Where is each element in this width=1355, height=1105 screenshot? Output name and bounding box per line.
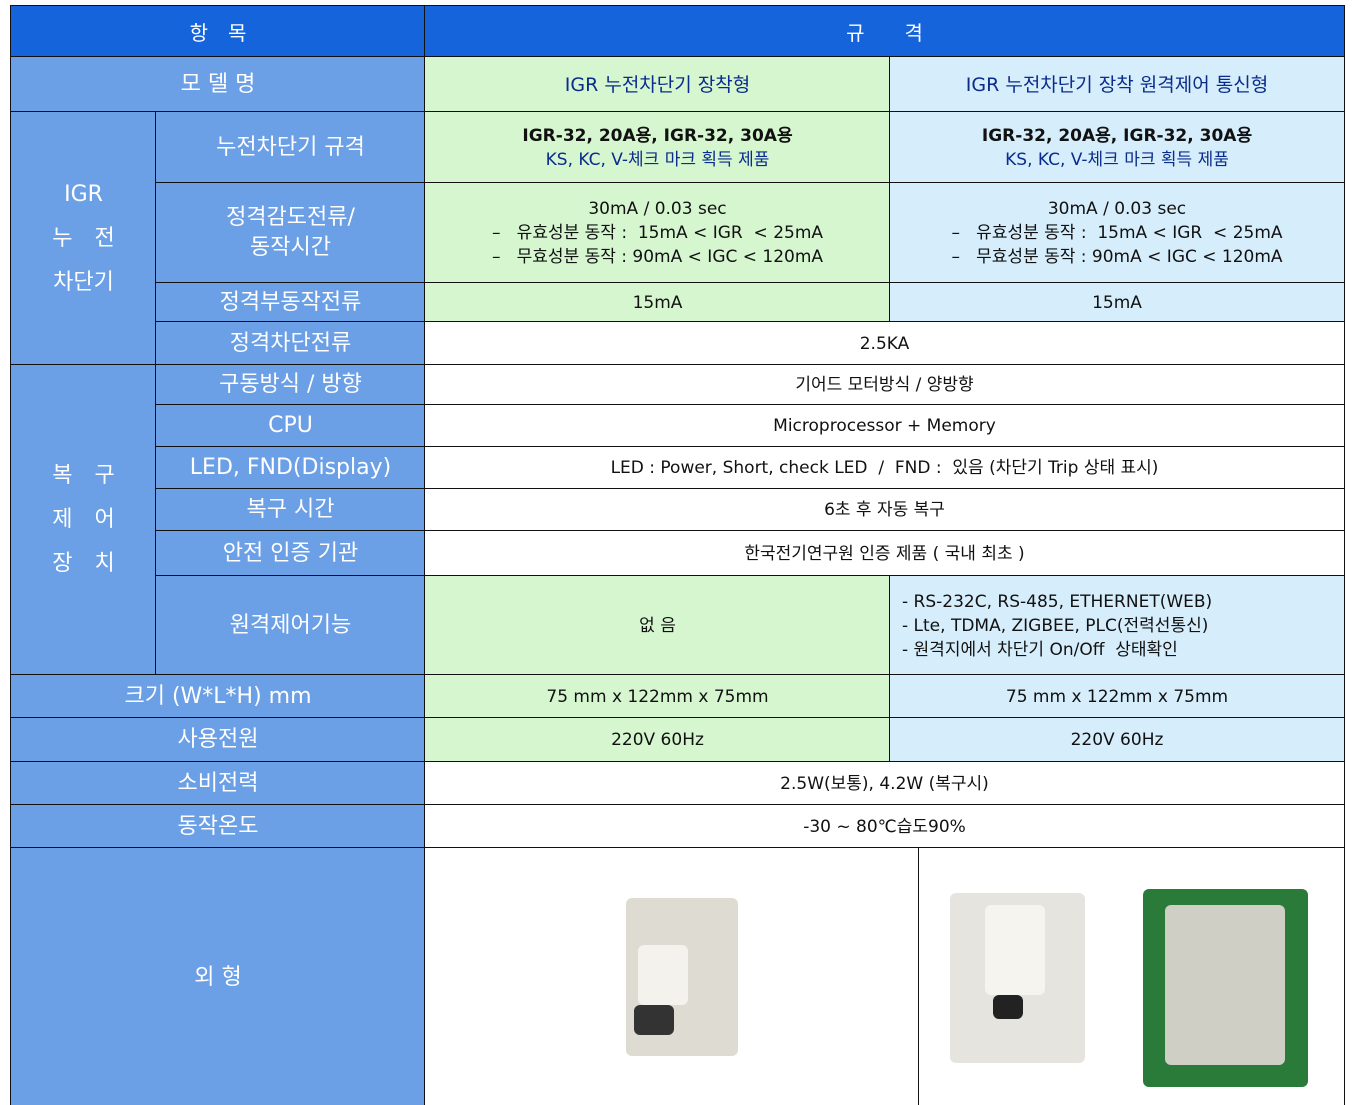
spec-col1: 없 음 bbox=[424, 575, 891, 676]
row-label: 구동방식 / 방향 bbox=[155, 364, 426, 406]
row-label: CPU bbox=[155, 404, 426, 448]
row-label: 정격감도전류/동작시간 bbox=[155, 182, 426, 284]
device-photo bbox=[634, 1005, 674, 1035]
text-line: 차단기 bbox=[53, 269, 114, 295]
text-line: - 원격지에서 차단기 On/Off 상태확인 bbox=[902, 639, 1178, 660]
text-line: IGR-32, 20A용, IGR-32, 30A용 bbox=[981, 125, 1253, 146]
text-line: 복 구 bbox=[52, 463, 115, 488]
text-line: 30mA / 0.03 sec bbox=[1047, 199, 1187, 219]
spec-col1: 220V 60Hz bbox=[424, 717, 891, 763]
header-spec: 규 격 bbox=[424, 5, 1345, 58]
text-line: – 유효성분 동작 : 15mA < IGR < 25mA bbox=[491, 223, 824, 243]
row-label: 사용전원 bbox=[10, 717, 426, 763]
spec-col2: - RS-232C, RS-485, ETHERNET(WEB) - Lte, T… bbox=[889, 575, 1345, 676]
spec-cell: 기어드 모터방식 / 양방향 bbox=[424, 364, 1345, 406]
text-line: 누전차단기 규격 bbox=[216, 134, 365, 160]
text-line: 누 전 bbox=[52, 225, 115, 251]
text-line: 구동방식 / 방향 bbox=[219, 372, 362, 397]
row-label: 정격차단전류 bbox=[155, 321, 426, 366]
text-line: 사용전원 bbox=[177, 727, 259, 752]
text-line: – 무효성분 동작 : 90mA < IGC < 120mA bbox=[491, 247, 824, 267]
spec-cell: 2.5W(보통), 4.2W (복구시) bbox=[424, 761, 1345, 806]
text-line: 정격부동작전류 bbox=[219, 289, 362, 315]
text-line: 크기 (W*L*H) mm bbox=[124, 683, 312, 709]
row-label: 누전차단기 규격 bbox=[155, 111, 426, 184]
text-line: LED : Power, Short, check LED / FND : 있음… bbox=[610, 458, 1159, 478]
text-line: Microprocessor + Memory bbox=[773, 416, 996, 436]
spec-cell: Microprocessor + Memory bbox=[424, 404, 1345, 448]
text-line: 외 형 bbox=[194, 964, 242, 990]
spec-cell: -30 ~ 80℃습도90% bbox=[424, 804, 1345, 849]
text-line: 없 음 bbox=[639, 615, 676, 636]
text-line: 75 mm x 122mm x 75mm bbox=[1005, 686, 1229, 707]
spec-col1: 75 mm x 122mm x 75mm bbox=[424, 674, 891, 719]
model-label: 모 델 명 bbox=[10, 56, 426, 113]
spec-col2: 220V 60Hz bbox=[889, 717, 1345, 763]
spec-col1: 30mA / 0.03 sec – 유효성분 동작 : 15mA < IGR < … bbox=[424, 182, 891, 284]
text-line: 6초 후 자동 복구 bbox=[824, 500, 945, 520]
spec-col1: 15mA bbox=[424, 282, 891, 323]
text-line: 기어드 모터방식 / 양방향 bbox=[795, 375, 974, 395]
text-line: KS, KC, V-체크 마크 획득 제품 bbox=[1005, 149, 1229, 170]
text-line: LED, FND(Display) bbox=[189, 455, 392, 480]
text-line: 원격제어기능 bbox=[229, 612, 352, 638]
device-photo bbox=[985, 905, 1045, 995]
text-line: - Lte, TDMA, ZIGBEE, PLC(전력선통신) bbox=[902, 615, 1209, 636]
row-label: 정격부동작전류 bbox=[155, 282, 426, 323]
row-label: 안전 인증 기관 bbox=[155, 530, 426, 577]
spec-col2: 30mA / 0.03 sec – 유효성분 동작 : 15mA < IGR < … bbox=[889, 182, 1345, 284]
text-line: IGR bbox=[64, 181, 103, 207]
text-line: -30 ~ 80℃습도90% bbox=[803, 816, 966, 837]
row-label: LED, FND(Display) bbox=[155, 446, 426, 490]
text-line: 15mA bbox=[1092, 292, 1142, 313]
text-line: 복구 시간 bbox=[246, 497, 335, 522]
row-label: 외 형 bbox=[10, 847, 426, 1105]
text-line: 2.5KA bbox=[859, 333, 910, 354]
text-line: CPU bbox=[268, 413, 313, 438]
spec-col2: IGR-32, 20A용, IGR-32, 30A용 KS, KC, V-체크 마… bbox=[889, 111, 1345, 184]
spec-col2: 15mA bbox=[889, 282, 1345, 323]
text-line: KS, KC, V-체크 마크 획득 제품 bbox=[545, 149, 770, 170]
header-item: 항 목 bbox=[10, 5, 426, 58]
spec-col2: 75 mm x 122mm x 75mm bbox=[889, 674, 1345, 719]
text-line: 제 어 bbox=[52, 507, 115, 532]
spec-cell: 2.5KA bbox=[424, 321, 1345, 366]
spec-col1: IGR-32, 20A용, IGR-32, 30A용 KS, KC, V-체크 마… bbox=[424, 111, 891, 184]
text-line: 2.5W(보통), 4.2W (복구시) bbox=[780, 773, 989, 794]
device-photo bbox=[993, 995, 1023, 1019]
row-label: 크기 (W*L*H) mm bbox=[10, 674, 426, 719]
text-line: 장 치 bbox=[52, 551, 115, 576]
text-line: 동작시간 bbox=[250, 235, 331, 260]
text-line: 동작온도 bbox=[177, 813, 259, 839]
text-line: 15mA bbox=[632, 292, 683, 313]
text-line: IGR-32, 20A용, IGR-32, 30A용 bbox=[522, 125, 793, 146]
text-line: 소비전력 bbox=[177, 770, 259, 796]
row-label: 복구 시간 bbox=[155, 488, 426, 532]
device-photo bbox=[1165, 905, 1285, 1065]
text-line: 정격감도전류/ bbox=[226, 205, 355, 230]
spec-cell: 6초 후 자동 복구 bbox=[424, 488, 1345, 532]
text-line: 안전 인증 기관 bbox=[222, 540, 359, 566]
spec-cell: 한국전기연구원 인증 제품 ( 국내 최초 ) bbox=[424, 530, 1345, 577]
device-photo bbox=[638, 945, 688, 1005]
text-line: 30mA / 0.03 sec bbox=[588, 199, 727, 219]
model-col2: IGR 누전차단기 장착 원격제어 통신형 bbox=[889, 56, 1345, 113]
text-line: 75 mm x 122mm x 75mm bbox=[546, 686, 769, 707]
row-label: 동작온도 bbox=[10, 804, 426, 849]
row-label: 소비전력 bbox=[10, 761, 426, 806]
model-col1: IGR 누전차단기 장착형 bbox=[424, 56, 891, 113]
spec-cell: LED : Power, Short, check LED / FND : 있음… bbox=[424, 446, 1345, 490]
text-line: – 유효성분 동작 : 15mA < IGR < 25mA bbox=[951, 223, 1283, 243]
text-line: 정격차단전류 bbox=[229, 330, 352, 356]
text-line: 220V 60Hz bbox=[1070, 730, 1164, 750]
row-label: 원격제어기능 bbox=[155, 575, 426, 676]
text-line: 220V 60Hz bbox=[611, 730, 704, 750]
text-line: 한국전기연구원 인증 제품 ( 국내 최초 ) bbox=[744, 543, 1025, 564]
text-line: – 무효성분 동작 : 90mA < IGC < 120mA bbox=[951, 247, 1283, 267]
text-line: - RS-232C, RS-485, ETHERNET(WEB) bbox=[902, 591, 1213, 612]
